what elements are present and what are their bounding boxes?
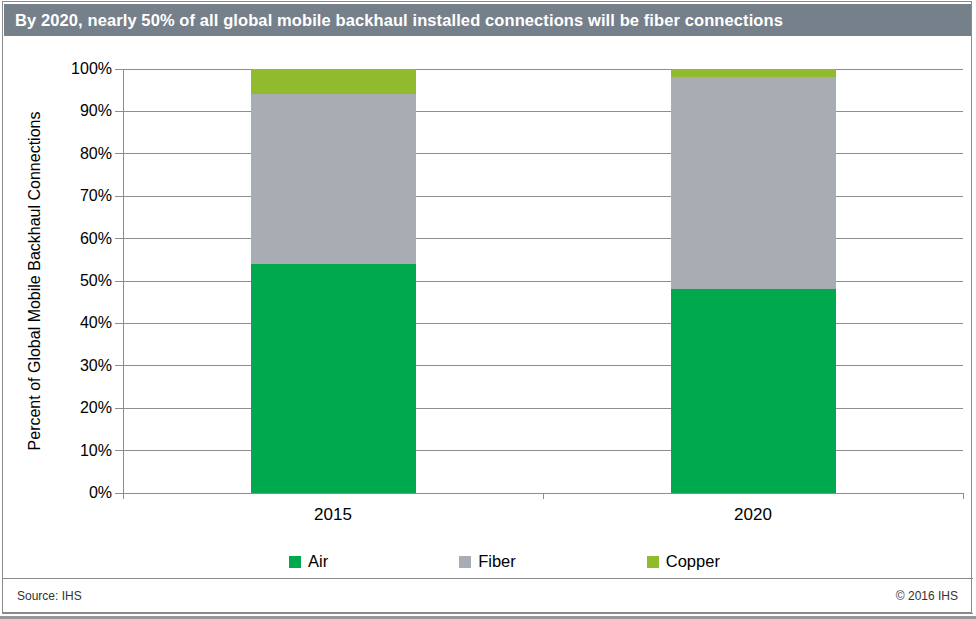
legend-item-copper: Copper <box>647 552 720 571</box>
bar-segment-air-2020 <box>671 289 836 493</box>
y-axis-tick <box>115 153 123 154</box>
legend-label: Air <box>308 552 328 571</box>
legend-item-fiber: Fiber <box>459 552 516 571</box>
gridline <box>123 238 963 239</box>
chart-figure: By 2020, nearly 50% of all global mobile… <box>0 0 976 619</box>
y-tick-label: 0% <box>36 483 112 503</box>
y-tick-label: 100% <box>36 59 112 79</box>
footer-bottom-border <box>2 613 973 614</box>
bar-segment-fiber-2015 <box>251 94 416 264</box>
gridline <box>123 408 963 409</box>
y-tick-label: 50% <box>36 271 112 291</box>
y-tick-label: 60% <box>36 229 112 249</box>
source-text: Source: IHS <box>17 589 82 603</box>
y-tick-label: 10% <box>36 441 112 461</box>
x-axis-tick <box>123 493 124 499</box>
x-category-label: 2015 <box>273 505 393 525</box>
bar-segment-copper-2015 <box>251 69 416 94</box>
y-tick-label: 20% <box>36 398 112 418</box>
gridline <box>123 281 963 282</box>
y-axis-line <box>123 69 124 499</box>
y-axis-tick <box>115 408 123 409</box>
y-tick-label: 30% <box>36 356 112 376</box>
y-axis-tick <box>115 69 123 70</box>
legend-swatch-fiber <box>459 556 471 568</box>
legend-label: Copper <box>666 552 720 571</box>
gridline <box>123 365 963 366</box>
legend: Air Fiber Copper <box>289 552 720 571</box>
gridline <box>123 323 963 324</box>
legend-swatch-air <box>289 556 301 568</box>
gridline <box>123 196 963 197</box>
gridline <box>123 450 963 451</box>
legend-label: Fiber <box>478 552 516 571</box>
y-tick-label: 80% <box>36 144 112 164</box>
y-axis-tick <box>115 365 123 366</box>
y-tick-label: 70% <box>36 186 112 206</box>
bar-segment-air-2015 <box>251 264 416 493</box>
x-axis-tick <box>543 493 544 499</box>
chart-title-bar: By 2020, nearly 50% of all global mobile… <box>4 4 972 36</box>
bar-segment-fiber-2020 <box>671 77 836 289</box>
legend-item-air: Air <box>289 552 328 571</box>
gridline <box>123 111 963 112</box>
legend-swatch-copper <box>647 556 659 568</box>
copyright-text: © 2016 IHS <box>896 589 958 603</box>
y-tick-label: 40% <box>36 313 112 333</box>
x-axis-tick <box>963 493 964 499</box>
gridline <box>123 69 963 70</box>
x-category-label: 2020 <box>693 505 813 525</box>
y-axis-tick <box>115 281 123 282</box>
y-axis-tick <box>115 196 123 197</box>
y-tick-label: 90% <box>36 101 112 121</box>
chart-title: By 2020, nearly 50% of all global mobile… <box>4 11 783 30</box>
y-axis-tick <box>115 323 123 324</box>
y-axis-tick <box>115 450 123 451</box>
gridline <box>123 153 963 154</box>
footer-separator <box>2 578 973 579</box>
y-axis-tick <box>115 238 123 239</box>
y-axis-tick <box>115 493 123 494</box>
y-axis-tick <box>115 111 123 112</box>
bar-segment-copper-2020 <box>671 69 836 77</box>
